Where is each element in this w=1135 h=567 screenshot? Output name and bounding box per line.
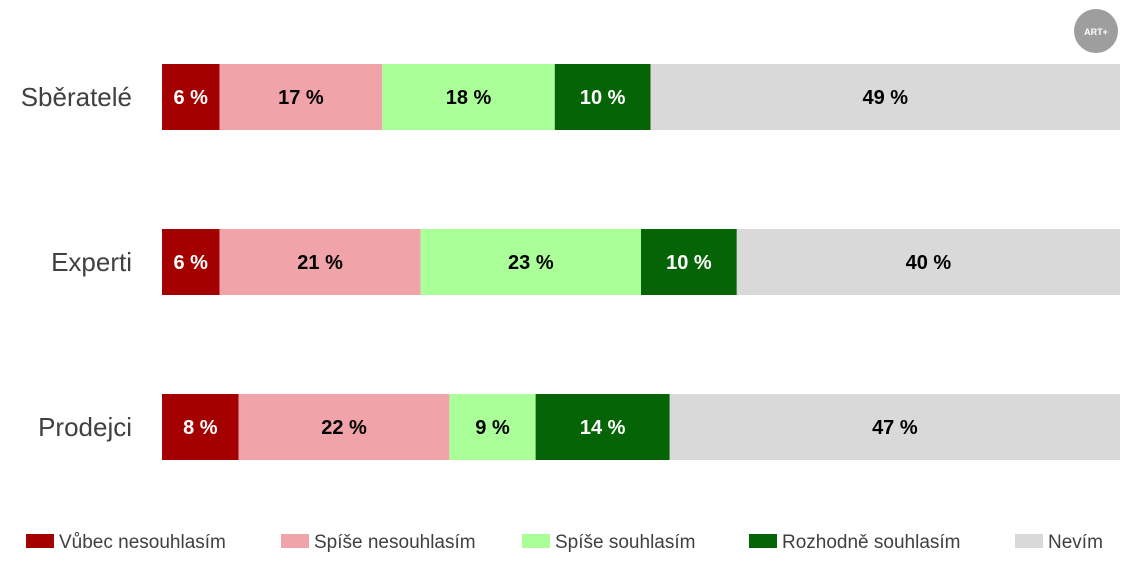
data-label-experti-nevim: 40 %	[906, 252, 952, 274]
bar-segment-prodejci-nevim	[669, 394, 1120, 460]
bar-segment-experti-vubec-nesouhlasim	[162, 229, 220, 295]
legend-label-vubec-nesouhlasim: Vůbec nesouhlasím	[59, 532, 226, 553]
legend-item-nevim: Nevím	[1015, 532, 1103, 553]
data-label-sberatele-rozhodne-souhlasim: 10 %	[580, 87, 626, 109]
data-label-experti-spise-nesouhlasim: 21 %	[297, 252, 343, 274]
data-label-sberatele-spise-nesouhlasim: 17 %	[278, 87, 324, 109]
data-label-sberatele-nevim: 49 %	[862, 87, 908, 109]
logo-circle	[1074, 9, 1118, 53]
bar-segment-prodejci-vubec-nesouhlasim	[162, 394, 239, 460]
logo-badge: ART+	[1074, 9, 1118, 53]
bar-segment-experti-rozhodne-souhlasim	[641, 229, 737, 295]
legend-label-nevim: Nevím	[1048, 532, 1103, 553]
legend: Vůbec nesouhlasím Spíše nesouhlasím Spíše …	[26, 532, 1103, 553]
legend-swatch-rozhodne-souhlasim	[749, 534, 777, 548]
data-label-experti-spise-souhlasim: 23 %	[508, 252, 554, 274]
bar-segment-prodejci-spise-nesouhlasim	[238, 394, 450, 460]
bar-segment-experti-nevim	[736, 229, 1120, 295]
data-label-experti-rozhodne-souhlasim: 10 %	[666, 252, 712, 274]
bar-segment-sberatele-rozhodne-souhlasim	[554, 64, 651, 130]
logo-text: ART+	[1084, 27, 1108, 37]
data-label-prodejci-nevim: 47 %	[872, 417, 918, 439]
category-label-experti: Experti	[51, 247, 132, 277]
data-label-prodejci-rozhodne-souhlasim: 14 %	[580, 417, 626, 439]
category-label-prodejci: Prodejci	[38, 412, 132, 442]
bar-segment-sberatele-spise-nesouhlasim	[219, 64, 383, 130]
legend-item-rozhodne-souhlasim: Rozhodně souhlasím	[749, 532, 961, 553]
legend-swatch-spise-souhlasim	[522, 534, 550, 548]
bars-layer: Sběratelé 6 % 17 % 18 % 10 % 49 % Experti 6 % 21…	[21, 64, 1120, 460]
bar-segment-experti-spise-souhlasim	[420, 229, 641, 295]
data-label-sberatele-vubec-nesouhlasim: 6 %	[174, 87, 209, 109]
legend-label-spise-souhlasim: Spíše souhlasím	[555, 532, 695, 553]
bar-segment-sberatele-spise-souhlasim	[382, 64, 555, 130]
bar-segment-prodejci-rozhodne-souhlasim	[535, 394, 670, 460]
bar-segment-prodejci-spise-souhlasim	[449, 394, 536, 460]
legend-label-rozhodne-souhlasim: Rozhodně souhlasím	[782, 532, 961, 553]
bar-segment-experti-spise-nesouhlasim	[219, 229, 421, 295]
data-label-prodejci-vubec-nesouhlasim: 8 %	[183, 417, 218, 439]
legend-item-spise-nesouhlasim: Spíše nesouhlasím	[281, 532, 476, 553]
data-label-experti-vubec-nesouhlasim: 6 %	[174, 252, 209, 274]
bar-segment-sberatele-vubec-nesouhlasim	[162, 64, 220, 130]
legend-label-spise-nesouhlasim: Spíše nesouhlasím	[314, 532, 476, 553]
legend-item-spise-souhlasim: Spíše souhlasím	[522, 532, 695, 553]
legend-swatch-vubec-nesouhlasim	[26, 534, 54, 548]
data-label-prodejci-spise-souhlasim: 9 %	[475, 417, 510, 439]
bar-segment-sberatele-nevim	[650, 64, 1120, 130]
legend-item-vubec-nesouhlasim: Vůbec nesouhlasím	[26, 532, 226, 553]
data-label-sberatele-spise-souhlasim: 18 %	[446, 87, 492, 109]
data-label-prodejci-spise-nesouhlasim: 22 %	[321, 417, 367, 439]
category-label-sberatele: Sběratelé	[21, 82, 132, 112]
legend-swatch-spise-nesouhlasim	[281, 534, 309, 548]
legend-swatch-nevim	[1015, 534, 1043, 548]
